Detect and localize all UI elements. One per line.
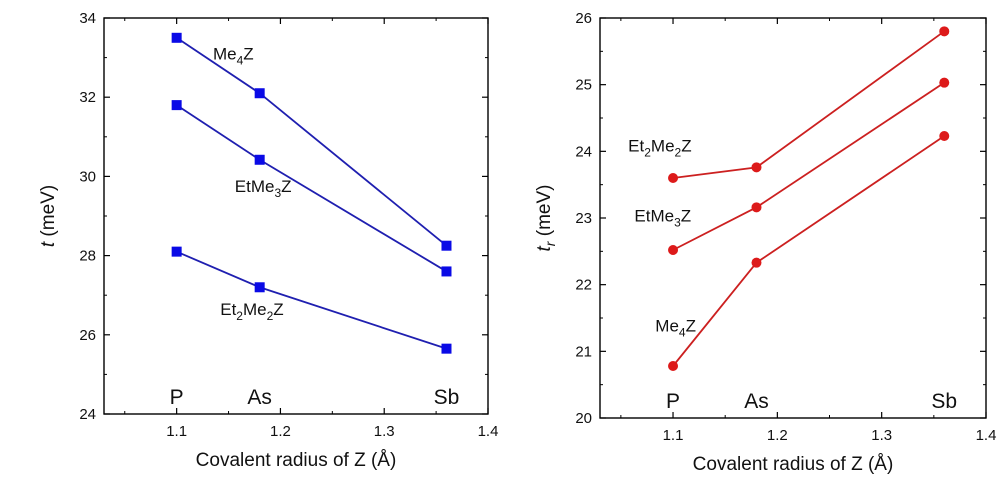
series-line-EtMe3Z bbox=[672, 81, 945, 251]
x-tick-label: 1.4 bbox=[478, 423, 499, 440]
series-line-Et2Me2Z bbox=[672, 30, 945, 179]
data-point-Et2Me2Z bbox=[441, 343, 452, 354]
x-tick-label: 1.2 bbox=[767, 427, 788, 444]
y-tick-label: 25 bbox=[575, 77, 592, 94]
element-label: P bbox=[170, 386, 184, 409]
data-point-Et2Me2Z bbox=[939, 26, 950, 37]
chart-t-vs-radius: 1.1 1.2 1.3 1.4 24 26 28 30 32 34 P As Sb Covalent ra… bbox=[38, 10, 498, 471]
series-line-Et2Me2Z bbox=[176, 250, 447, 350]
data-point-EtMe3Z bbox=[254, 154, 265, 165]
y-tick-label: 34 bbox=[79, 10, 96, 27]
data-point-EtMe3Z bbox=[171, 100, 182, 111]
y-tick-label: 23 bbox=[575, 210, 592, 227]
data-point-Me4Z bbox=[171, 32, 182, 43]
y-tick-label: 24 bbox=[79, 406, 96, 423]
y-tick-label: 28 bbox=[79, 248, 96, 265]
x-axis-label: Covalent radius of Z (Å) bbox=[693, 454, 894, 475]
y-axis-label: tr (meV) bbox=[534, 185, 558, 252]
element-label: P bbox=[666, 390, 680, 413]
y-tick-label: 21 bbox=[575, 343, 592, 360]
x-tick-label: 1.4 bbox=[976, 427, 997, 444]
data-point-Me4Z bbox=[939, 131, 950, 141]
data-point-EtMe3Z bbox=[751, 202, 762, 213]
y-tick-label: 26 bbox=[79, 327, 96, 344]
data-point-Me4Z bbox=[254, 88, 265, 99]
y-tick-label: 26 bbox=[575, 10, 592, 27]
data-point-EtMe3Z bbox=[441, 266, 452, 277]
data-point-Et2Me2Z bbox=[171, 246, 182, 257]
data-point-Et2Me2Z bbox=[751, 162, 762, 173]
element-label: Sb bbox=[931, 390, 957, 413]
element-label: Sb bbox=[434, 386, 460, 409]
series-label-EtMe3Z: EtMe3Z bbox=[235, 177, 292, 200]
x-tick-label: 1.1 bbox=[663, 427, 684, 444]
series-label-Me4Z: Me4Z bbox=[213, 45, 254, 68]
series-line-EtMe3Z bbox=[176, 104, 447, 273]
series-label-Et2Me2Z: Et2Me2Z bbox=[220, 300, 283, 323]
x-tick-label: 1.3 bbox=[374, 423, 395, 440]
series-label-Et2Me2Z: Et2Me2Z bbox=[628, 136, 691, 159]
y-tick-label: 24 bbox=[575, 143, 592, 160]
series-line-Me4Z bbox=[672, 135, 945, 367]
data-point-Me4Z bbox=[751, 257, 762, 268]
data-point-EtMe3Z bbox=[668, 245, 679, 255]
x-axis-label: Covalent radius of Z (Å) bbox=[196, 450, 397, 471]
x-tick-label: 1.2 bbox=[270, 423, 291, 440]
element-label: As bbox=[247, 386, 272, 409]
data-point-Me4Z bbox=[441, 240, 452, 251]
data-point-Et2Me2Z bbox=[668, 173, 679, 183]
y-tick-label: 30 bbox=[79, 168, 96, 185]
y-tick-label: 22 bbox=[575, 277, 592, 294]
series-label-Me4Z: Me4Z bbox=[655, 316, 696, 339]
y-tick-label: 32 bbox=[79, 89, 96, 106]
series-label-EtMe3Z: EtMe3Z bbox=[634, 206, 691, 229]
data-point-Et2Me2Z bbox=[254, 282, 265, 293]
x-tick-label: 1.3 bbox=[871, 427, 892, 444]
y-axis-label: t (meV) bbox=[38, 185, 59, 247]
x-tick-label: 1.1 bbox=[166, 423, 187, 440]
plot-frame bbox=[103, 17, 489, 415]
data-point-Me4Z bbox=[668, 361, 679, 371]
chart-tr-vs-radius: 1.1 1.2 1.3 1.4 20 21 22 23 24 25 26 P As Sb Covalent … bbox=[534, 10, 996, 475]
element-label: As bbox=[744, 390, 769, 413]
series-line-Me4Z bbox=[176, 37, 448, 247]
data-point-EtMe3Z bbox=[939, 77, 950, 88]
y-tick-label: 20 bbox=[575, 410, 592, 427]
